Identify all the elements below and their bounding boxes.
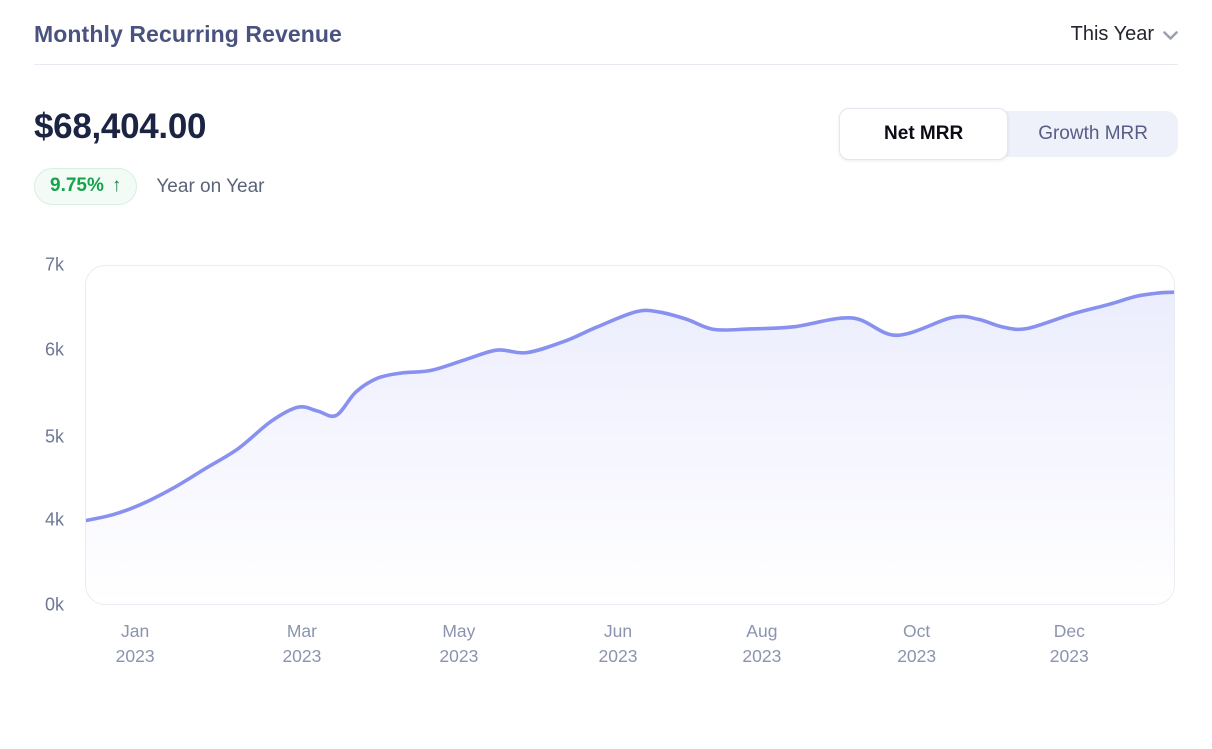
mrr-line-chart bbox=[86, 290, 1174, 604]
y-axis: 7k 6k 5k 4k 0k bbox=[34, 255, 85, 615]
page-title: Monthly Recurring Revenue bbox=[34, 21, 342, 47]
x-tick-label: Aug 2023 bbox=[742, 621, 782, 666]
mrr-line bbox=[86, 290, 1174, 523]
yoy-delta-badge: 9.75% ↑ bbox=[34, 168, 138, 205]
y-tick-label: 6k bbox=[44, 339, 64, 360]
x-tick-label: Jan 2023 bbox=[115, 621, 155, 666]
mrr-area-fill bbox=[86, 292, 1174, 604]
y-tick-label: 4k bbox=[44, 509, 64, 530]
tab-net-mrr[interactable]: Net MRR bbox=[839, 108, 1009, 160]
period-dropdown-label: This Year bbox=[1070, 23, 1154, 45]
yoy-delta-label: Year on Year bbox=[156, 175, 265, 197]
mrr-value: $68,404.00 bbox=[34, 107, 207, 146]
y-tick-label: 7k bbox=[44, 254, 64, 275]
chevron-down-icon bbox=[1163, 31, 1178, 40]
x-tick-label: Oct 2023 bbox=[897, 621, 937, 666]
delta-row: 9.75% ↑ Year on Year bbox=[34, 168, 265, 205]
yoy-delta-percent: 9.75% bbox=[50, 175, 104, 196]
chart-plot-area[interactable] bbox=[85, 265, 1175, 605]
x-tick-label: Dec 2023 bbox=[1049, 621, 1089, 666]
header-divider bbox=[34, 64, 1178, 65]
period-dropdown[interactable]: This Year bbox=[1071, 23, 1178, 46]
mrr-chart: 7k 6k 5k 4k 0k Jan 2023 Mar 2023 May 2023 Jun 2023 A… bbox=[34, 255, 1178, 679]
x-tick-label: Jun 2023 bbox=[598, 621, 638, 666]
metric-block: $68,404.00 9.75% ↑ Year on Year bbox=[34, 107, 265, 205]
x-tick-label: Mar 2023 bbox=[282, 621, 322, 666]
arrow-up-icon: ↑ bbox=[111, 175, 122, 196]
mrr-mode-toggle: Net MRR Growth MRR bbox=[839, 108, 1178, 160]
metrics-row: $68,404.00 9.75% ↑ Year on Year Net MRR … bbox=[34, 107, 1178, 205]
card-header: Monthly Recurring Revenue This Year bbox=[34, 0, 1178, 48]
tab-growth-mrr[interactable]: Growth MRR bbox=[1008, 111, 1178, 157]
x-tick-label: May 2023 bbox=[439, 621, 479, 666]
y-tick-label: 0k bbox=[44, 594, 64, 615]
y-tick-label: 5k bbox=[44, 426, 64, 447]
x-axis: Jan 2023 Mar 2023 May 2023 Jun 2023 Aug 2023 Oct 20… bbox=[85, 619, 1175, 679]
